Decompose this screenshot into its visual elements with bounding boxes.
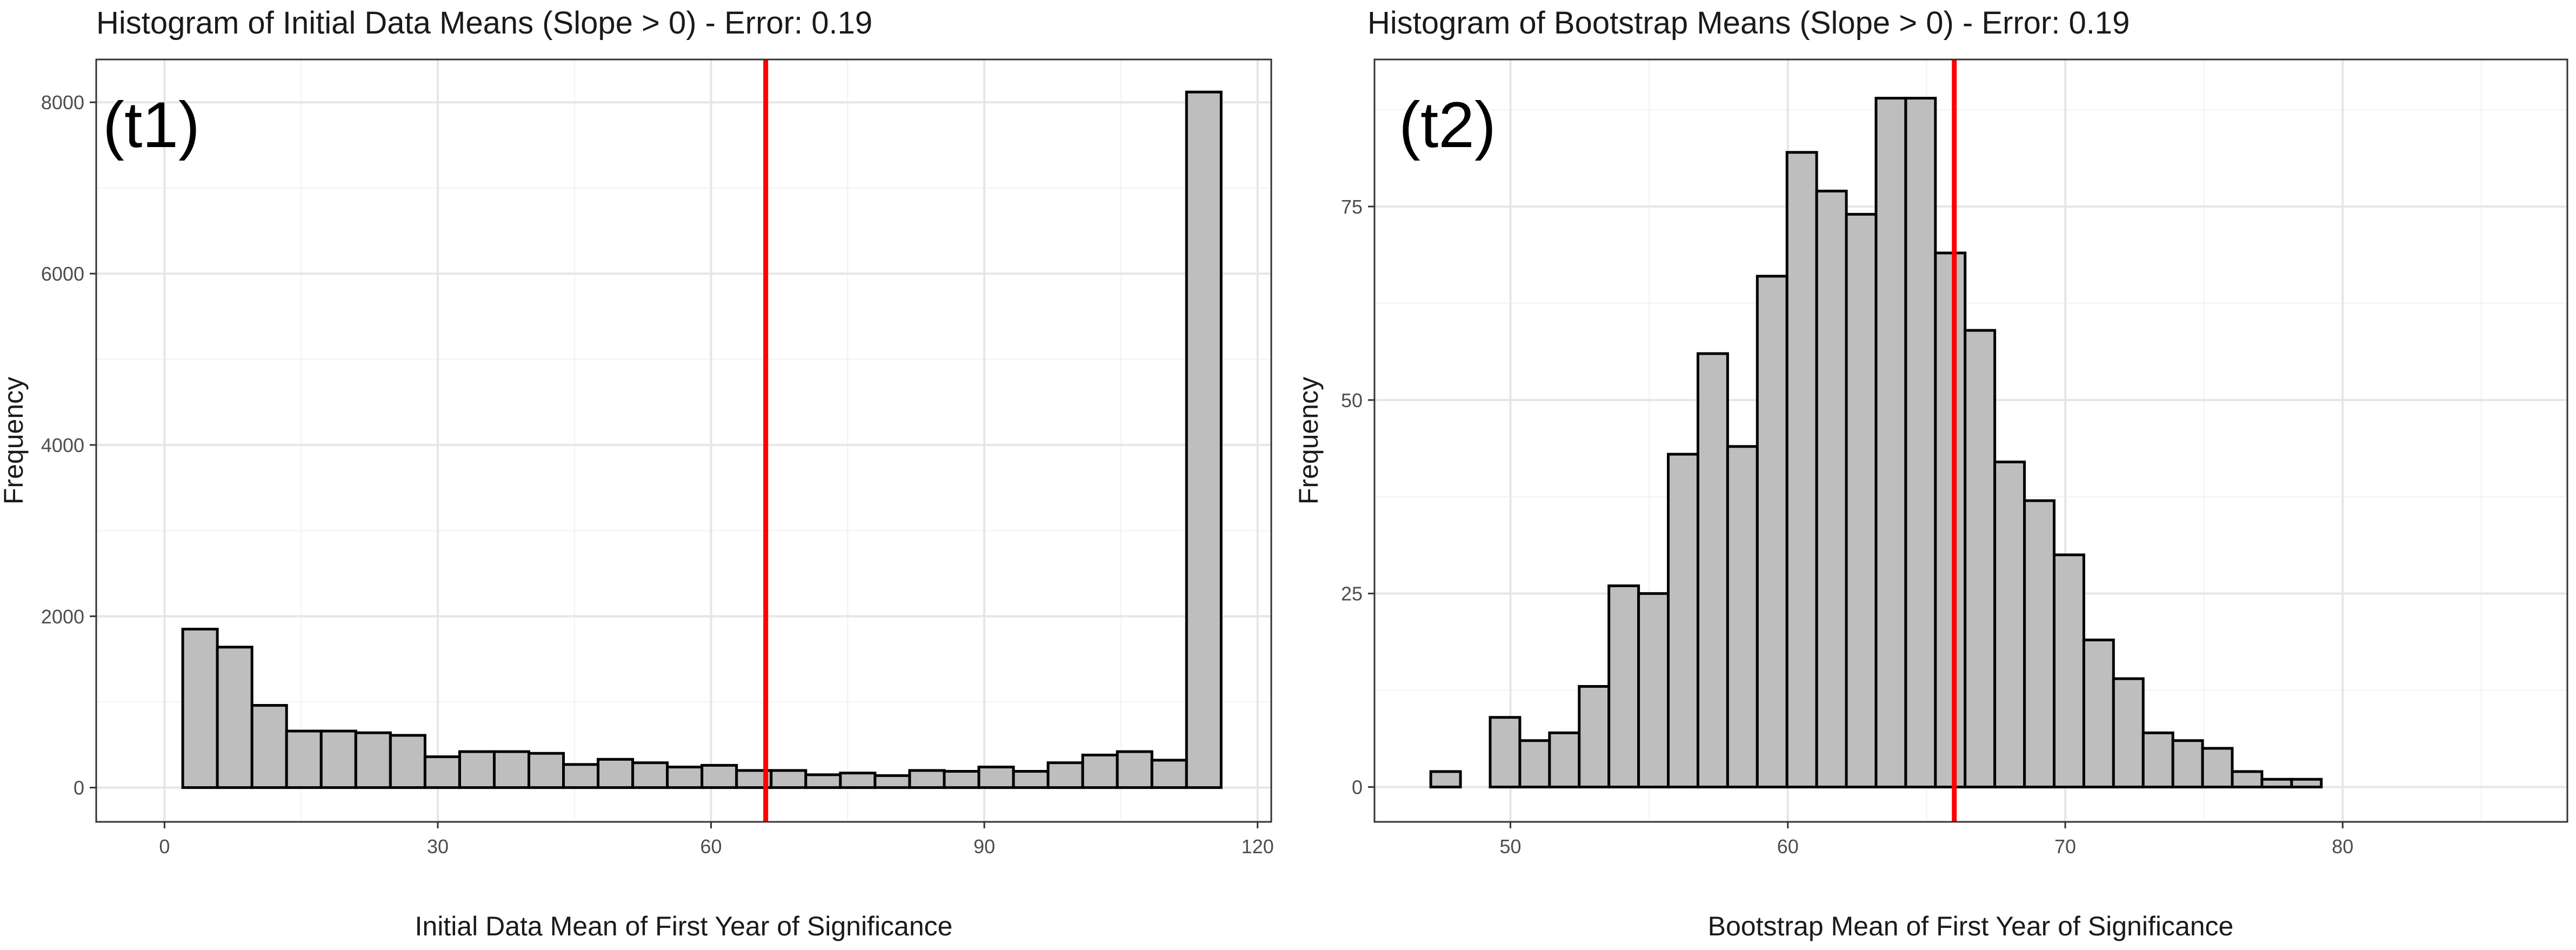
x-axis: 0 30 60 90 120 — [159, 822, 1274, 858]
histogram-bar — [1548, 731, 1581, 789]
histogram-bar — [528, 752, 565, 789]
histogram-bar — [1518, 739, 1551, 789]
histogram-bar — [2260, 778, 2293, 789]
histogram-bar — [1815, 189, 1848, 789]
histogram-bar — [1874, 97, 1907, 789]
histogram-bar — [839, 772, 877, 789]
histogram-bar — [389, 734, 426, 789]
histogram-bar — [458, 750, 496, 789]
histogram-bar — [2082, 639, 2115, 789]
histogram-bar — [1578, 685, 1611, 789]
x-tick-label: 80 — [2332, 835, 2353, 858]
histogram-bar — [2112, 677, 2145, 789]
y-tick-label: 2000 — [41, 606, 84, 628]
histogram-bar — [1489, 716, 1521, 789]
y-axis-label: Frequency — [1293, 377, 1324, 504]
y-tick-label: 50 — [1341, 389, 1363, 411]
histogram-bar — [250, 704, 288, 789]
y-tick-label: 8000 — [41, 91, 84, 114]
histogram-bar — [1046, 761, 1084, 789]
histogram-bar — [597, 758, 635, 789]
histogram-bar — [285, 729, 323, 789]
histogram-bar — [1116, 750, 1153, 789]
histogram-initial-data-means: Histogram of Initial Data Means (Slope >… — [0, 5, 1274, 941]
panel-label: (t1) — [103, 89, 200, 161]
histogram-bar — [2231, 770, 2264, 789]
histogram-bar — [1696, 352, 1729, 789]
plot-border — [95, 58, 1272, 823]
histogram-bar — [1429, 770, 1462, 789]
histogram-bar — [2052, 553, 2085, 789]
chart-title: Histogram of Initial Data Means (Slope >… — [96, 5, 872, 41]
x-tick-label: 30 — [427, 835, 449, 858]
histogram-bar — [319, 729, 357, 789]
histogram-bar — [1934, 251, 1967, 789]
histogram-bar — [1012, 770, 1050, 789]
y-tick-label: 25 — [1341, 583, 1363, 605]
histogram-bar — [666, 766, 704, 789]
histogram-bar — [1756, 275, 1788, 789]
histogram-bar — [804, 773, 842, 789]
x-tick-label: 90 — [973, 835, 995, 858]
histogram-bar — [2141, 731, 2174, 789]
y-axis: 0 2000 4000 6000 8000 — [41, 91, 96, 799]
y-axis: 0 25 50 75 — [1341, 196, 1374, 799]
histogram-bar — [1637, 592, 1670, 789]
histogram-bar — [943, 770, 980, 789]
histogram-bar — [908, 769, 946, 789]
histogram-bar — [1964, 329, 1997, 789]
x-tick-label: 70 — [2054, 835, 2076, 858]
histogram-bootstrap-means: Histogram of Bootstrap Means (Slope > 0)… — [1293, 5, 2568, 941]
y-tick-label: 6000 — [41, 263, 84, 285]
y-tick-label: 0 — [74, 777, 84, 799]
x-tick-label: 120 — [1242, 835, 1274, 858]
histogram-bar — [700, 763, 738, 789]
histogram-bar — [631, 761, 669, 789]
y-tick-label: 75 — [1341, 196, 1363, 218]
chart-title: Histogram of Bootstrap Means (Slope > 0)… — [1367, 5, 2130, 41]
histogram-bar — [1904, 97, 1937, 789]
histogram-bar — [354, 731, 392, 789]
histogram-bar — [423, 755, 461, 789]
x-axis: 50 60 70 80 — [1499, 822, 2353, 858]
histogram-bar — [1993, 460, 2026, 789]
histogram-bar — [181, 628, 219, 789]
histogram-bar — [216, 646, 253, 789]
x-axis-label: Bootstrap Mean of First Year of Signific… — [1708, 911, 2234, 941]
x-tick-label: 60 — [1777, 835, 1799, 858]
panel-label: (t2) — [1399, 89, 1496, 161]
histogram-bar — [1726, 445, 1759, 789]
histogram-bar — [1845, 212, 1878, 789]
y-tick-label: 4000 — [41, 434, 84, 456]
bars — [1429, 97, 2323, 789]
x-axis-label: Initial Data Mean of First Year of Signi… — [415, 911, 953, 941]
histogram-bar — [1667, 453, 1699, 789]
histogram-bar — [2201, 747, 2234, 789]
histogram-bar — [1081, 753, 1119, 789]
x-tick-label: 0 — [159, 835, 170, 858]
histogram-bar — [977, 766, 1015, 789]
histogram-bar — [492, 750, 531, 789]
plot-border — [1373, 58, 2568, 823]
x-tick-label: 50 — [1499, 835, 1521, 858]
x-tick-label: 60 — [700, 835, 722, 858]
histogram-bar — [2290, 778, 2323, 789]
histogram-bar — [873, 774, 911, 789]
histogram-bar — [2023, 499, 2056, 789]
histogram-bar — [2171, 739, 2204, 789]
y-axis-label: Frequency — [0, 377, 29, 504]
histogram-bar — [1185, 90, 1223, 789]
histogram-bar — [770, 769, 807, 789]
histogram-bar — [562, 763, 600, 789]
histogram-bar — [1785, 151, 1818, 789]
histogram-bar — [1150, 759, 1188, 789]
bars — [181, 90, 1223, 789]
y-tick-label: 0 — [1352, 776, 1363, 799]
histogram-bar — [1607, 584, 1640, 789]
